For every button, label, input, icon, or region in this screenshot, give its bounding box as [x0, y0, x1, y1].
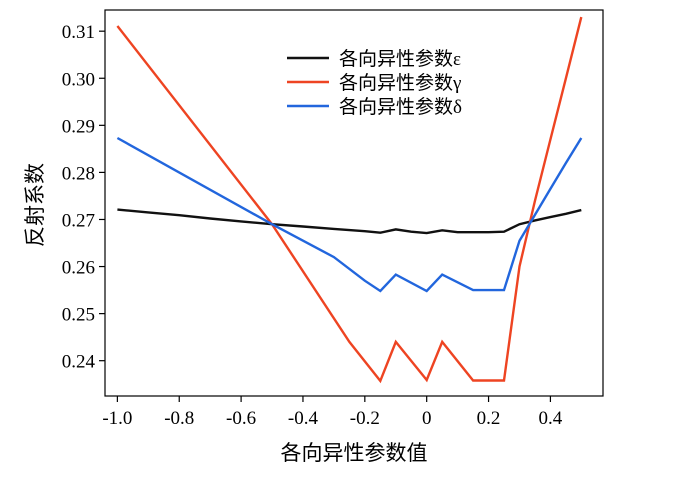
y-tick-label: 0.29	[62, 116, 95, 137]
y-tick-label: 0.26	[62, 258, 95, 279]
y-tick-label: 0.24	[62, 352, 96, 373]
y-tick-label: 0.31	[62, 22, 95, 43]
x-tick-label: -1.0	[102, 408, 132, 429]
y-tick-label: 0.28	[62, 163, 95, 184]
plot-frame	[104, 9, 604, 397]
y-tick-label: 0.27	[62, 210, 95, 231]
series-line-1	[117, 208, 582, 235]
x-tick-label: -0.2	[350, 408, 380, 429]
x-tick-label: -0.6	[226, 408, 256, 429]
x-tick-label: 0.2	[477, 408, 501, 429]
series-line-3	[116, 136, 583, 293]
legend-label-2: 各向异性参数γ	[339, 72, 461, 94]
series-line-2	[116, 16, 583, 384]
legend-label-1: 各向异性参数ε	[339, 48, 461, 70]
x-axis-label: 各向异性参数值	[281, 441, 428, 465]
series-lines	[116, 16, 583, 384]
x-tick-label: 0	[422, 408, 432, 429]
y-tick-label: 0.30	[62, 69, 95, 90]
legend-label-3: 各向异性参数δ	[339, 96, 462, 118]
x-axis: -1.0 -0.8 -0.6 -0.4 -0.2 0 0.2 0.4	[102, 396, 563, 429]
y-axis-label: 反射系数	[23, 163, 47, 247]
y-tick-label: 0.25	[62, 305, 95, 326]
y-axis: 0.24 0.25 0.26 0.27 0.28 0.29 0.30 0.31	[62, 22, 105, 373]
x-tick-label: -0.8	[164, 408, 194, 429]
x-tick-label: -0.4	[288, 408, 319, 429]
x-tick-label: 0.4	[539, 408, 563, 429]
